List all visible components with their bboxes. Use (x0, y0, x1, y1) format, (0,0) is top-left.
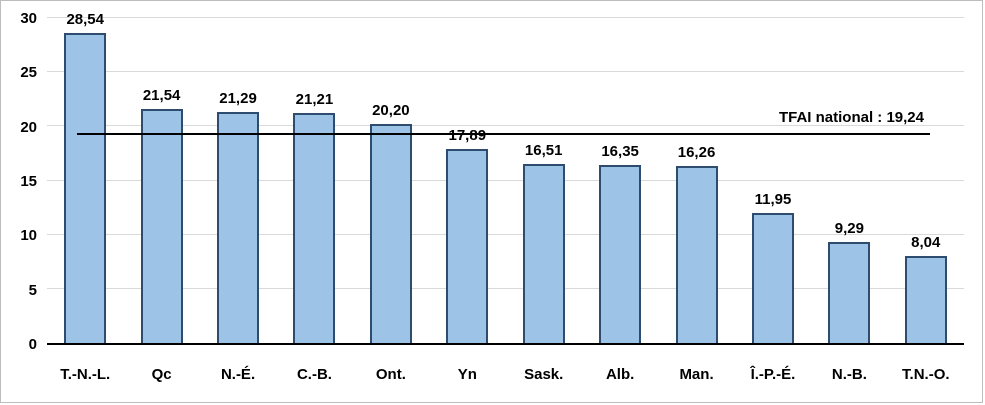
x-tick-label: Ont. (375, 366, 406, 383)
bar-N.-B. (828, 242, 871, 343)
x-tick-label: N.-É. (220, 366, 256, 383)
x-tick-label: T.-N.-L. (60, 366, 111, 383)
y-tick-label: 5 (28, 281, 37, 299)
gridline (47, 125, 964, 127)
bar-value-label: 21,29 (219, 89, 257, 107)
bar-T.-N.-L. (64, 32, 107, 343)
bar-Î.-P.-É. (751, 213, 794, 343)
bar-Qc (140, 108, 183, 343)
gridline (47, 233, 964, 235)
bar-value-label: 16,51 (524, 141, 563, 159)
bar-value-label: 21,54 (142, 86, 181, 104)
y-tick-label: 0 (28, 336, 37, 353)
bar-value-label: 28,54 (66, 10, 104, 28)
x-tick-label: N.-B. (831, 366, 867, 383)
bar-value-label: 11,95 (754, 191, 792, 209)
y-tick-label: 10 (20, 227, 37, 245)
gridline (47, 70, 964, 72)
national-reference-label: TFAI national : 19,24 (778, 108, 924, 126)
national-reference-line (77, 132, 930, 135)
x-tick-label: Qc (151, 366, 172, 383)
x-tick-label: Sask. (524, 366, 564, 383)
x-tick-label: Man. (679, 366, 714, 383)
bar-value-label: 17,89 (448, 126, 487, 144)
x-tick-label: Î.-P.-É. (750, 366, 796, 383)
bar-value-label: 21,21 (295, 90, 334, 108)
y-tick-label: 15 (20, 173, 37, 190)
gridline (47, 16, 964, 18)
bar-Sask. (522, 163, 565, 343)
bar-value-label: 20,20 (372, 101, 410, 119)
y-tick-label: 25 (20, 64, 37, 82)
bar-C.-B. (293, 112, 336, 343)
bar-value-label: 8,04 (911, 233, 941, 251)
x-tick-label: C.-B. (296, 366, 332, 383)
x-tick-label: Yn (457, 366, 477, 383)
bar-N.-É. (217, 111, 260, 343)
plot-area: 28,54 21,54 21,29 21,21 20,20 17,89 16,51 16,35… (47, 11, 964, 345)
bar-Man. (675, 166, 718, 343)
x-tick-label: Alb. (605, 366, 635, 383)
bar-value-label: 16,35 (601, 143, 639, 161)
x-axis-labels: T.-N.-L. Qc N.-É. C.-B. Ont. Yn Sask. Alb. Man. Î… (47, 360, 964, 392)
y-tick-label: 20 (20, 118, 37, 136)
bar-Ont. (369, 123, 412, 343)
x-tick-label: T.N.-O. (902, 366, 950, 383)
gridline (47, 179, 964, 181)
bar-T.N.-O. (904, 255, 947, 343)
bar-value-label: 16,26 (677, 144, 716, 162)
bar-value-label: 9,29 (834, 220, 864, 238)
y-tick-label: 30 (20, 10, 37, 27)
y-axis-labels: 0 5 10 15 20 25 30 (1, 10, 41, 353)
bar-Alb. (599, 165, 642, 343)
bar-Yn (446, 148, 489, 343)
gridline (47, 288, 964, 290)
